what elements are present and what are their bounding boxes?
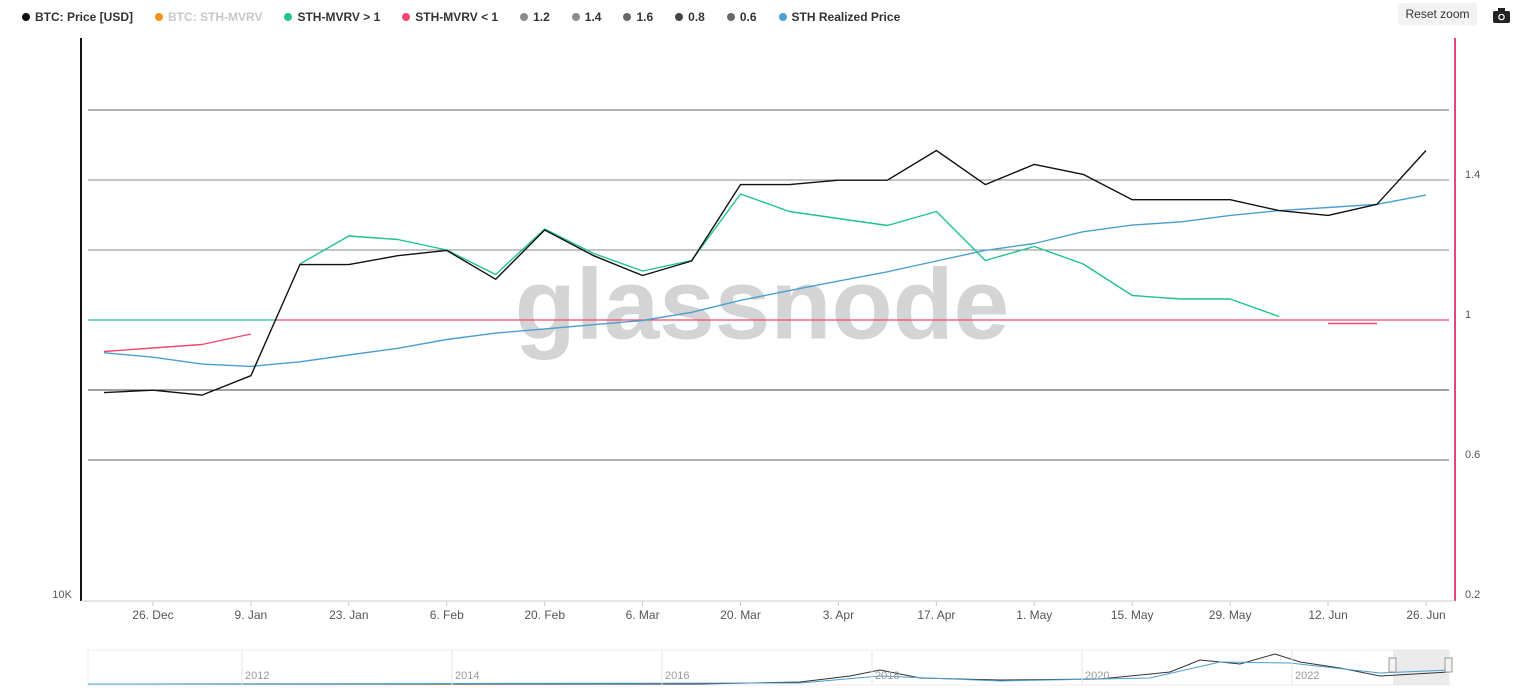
legend-dot xyxy=(520,13,529,21)
navigator-year: 2020 xyxy=(1085,670,1109,682)
x-tick-label: 23. Jan xyxy=(329,608,368,622)
navigator-year: 2012 xyxy=(245,670,269,682)
camera-icon[interactable] xyxy=(1493,8,1510,23)
legend-item[interactable]: 0.8 xyxy=(675,10,705,24)
legend-item[interactable]: STH-MVRV < 1 xyxy=(402,10,498,24)
x-tick-label: 6. Feb xyxy=(430,608,464,622)
navigator-price xyxy=(88,653,1450,685)
series-line xyxy=(103,194,1427,368)
x-tick-label: 20. Mar xyxy=(720,608,761,622)
x-tick-label: 9. Jan xyxy=(235,608,268,622)
legend-dot xyxy=(675,13,684,21)
navigator-year: 2016 xyxy=(665,670,689,682)
legend-dot xyxy=(402,13,411,21)
navigator: 2012 2014 2016 2018 2020 2022 xyxy=(87,649,1453,686)
reset-zoom-button[interactable]: Reset zoom xyxy=(1398,3,1477,25)
navigator-handle[interactable] xyxy=(1444,657,1453,673)
legend-item[interactable]: STH-MVRV > 1 xyxy=(284,10,380,24)
legend-item[interactable]: 0.6 xyxy=(726,10,757,24)
legend-item[interactable]: BTC: Price [USD] xyxy=(22,10,133,24)
legend-label: STH-MVRV < 1 xyxy=(415,10,499,24)
legend-label: STH Realized Price xyxy=(791,10,901,24)
x-tick-label: 26. Dec xyxy=(132,608,173,622)
legend-dot xyxy=(155,13,164,21)
legend-item[interactable]: BTC: STH-MVRV xyxy=(155,10,262,24)
legend-label: 1.6 xyxy=(636,10,654,24)
legend-item[interactable]: 1.4 xyxy=(571,10,602,24)
legend-label: 0.8 xyxy=(688,10,705,24)
x-tick-label: 15. May xyxy=(1111,608,1154,622)
navigator-year: 2022 xyxy=(1295,670,1319,682)
x-tick-label: 3. Apr xyxy=(823,608,854,622)
legend-label: BTC: STH-MVRV xyxy=(168,10,263,24)
navigator-realized xyxy=(87,661,1450,685)
x-tick-label: 20. Feb xyxy=(524,608,565,622)
y2-tick-label: 1.4 xyxy=(1465,169,1480,181)
legend-label: 1.4 xyxy=(584,10,602,24)
y2-tick-label: 0.6 xyxy=(1465,449,1480,461)
y2-tick-label: 0.2 xyxy=(1465,589,1480,601)
legend-dot xyxy=(778,13,787,21)
legend-label: BTC: Price [USD] xyxy=(35,10,134,24)
legend-label: 1.2 xyxy=(533,10,550,24)
legend-dot xyxy=(623,13,632,21)
y2-tick-label: 1 xyxy=(1465,309,1471,321)
x-tick-label: 1. May xyxy=(1016,608,1052,622)
legend-dot xyxy=(284,13,293,21)
navigator-selection[interactable] xyxy=(1393,650,1449,685)
watermark: glassnode xyxy=(515,248,1010,360)
x-tick-label: 26. Jun xyxy=(1406,608,1445,622)
navigator-bg xyxy=(87,649,1450,686)
navigator-handle[interactable] xyxy=(1388,657,1397,673)
legend-dot xyxy=(571,13,580,21)
legend-label: STH-MVRV > 1 xyxy=(297,10,381,24)
navigator-year: 2014 xyxy=(455,670,479,682)
legend-item[interactable]: 1.6 xyxy=(623,10,653,24)
legend-item[interactable]: STH Realized Price xyxy=(778,10,901,24)
legend-dot xyxy=(22,13,30,21)
navigator-year: 2018 xyxy=(875,670,899,682)
y-tick-label: 10K xyxy=(52,589,72,601)
x-tick-label: 29. May xyxy=(1209,608,1252,622)
series-line xyxy=(103,149,1427,396)
legend-dot xyxy=(726,13,735,21)
legend-label: 0.6 xyxy=(739,10,757,24)
x-tick-label: 12. Jun xyxy=(1308,608,1347,622)
series-line xyxy=(103,322,1377,353)
legend-item[interactable]: 1.2 xyxy=(520,10,550,24)
x-tick-label: 17. Apr xyxy=(917,608,955,622)
x-tick-label: 6. Mar xyxy=(626,608,660,622)
legend: BTC: Price [USD] BTC: STH-MVRV STH-MVRV > … xyxy=(22,10,900,24)
